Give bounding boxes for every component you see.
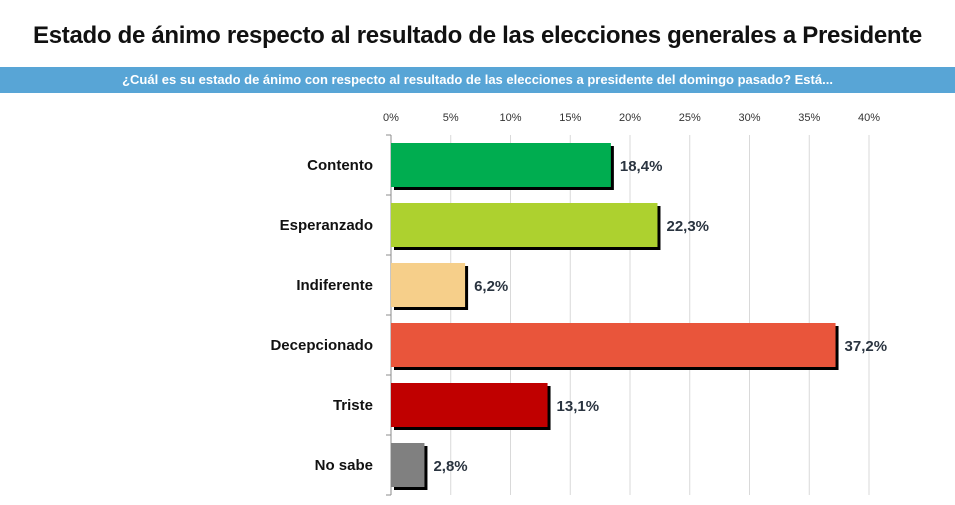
gridlines [450, 135, 870, 495]
value-label: 13,1% [557, 398, 600, 415]
x-tick-label: 10% [499, 112, 521, 124]
bar-indiferente [391, 263, 466, 307]
bar-contento [391, 143, 611, 187]
category-label: No sabe [315, 457, 373, 474]
question-banner: ¿Cuál es su estado de ánimo con respecto… [0, 67, 955, 93]
bars [391, 143, 839, 490]
x-tick-label: 0% [383, 112, 399, 124]
bar-decepcionado [391, 323, 836, 367]
category-label: Decepcionado [270, 337, 373, 354]
value-label: 37,2% [845, 338, 888, 355]
x-tick-label: 30% [738, 112, 760, 124]
value-label: 6,2% [474, 278, 508, 295]
value-label: 2,8% [433, 458, 467, 475]
bar-esperanzado [391, 203, 658, 247]
x-tick-label: 20% [619, 112, 641, 124]
value-label: 22,3% [666, 218, 709, 235]
category-label: Contento [307, 157, 373, 174]
value-labels: 18,4% 22,3% 6,2% 37,2% 13,1% 2,8% [433, 158, 887, 475]
y-axis [386, 134, 392, 496]
x-tick-label: 15% [559, 112, 581, 124]
category-labels: Contento Esperanzado Indiferente Decepciona… [270, 157, 373, 474]
chart-title: Estado de ánimo respecto al resultado de… [33, 22, 922, 49]
category-label: Triste [333, 397, 373, 414]
x-tick-label: 35% [798, 112, 820, 124]
x-tick-label: 5% [443, 112, 459, 124]
x-axis-ticks: 0% 5% 10% 15% 20% 25% 30% 35% 40% [383, 112, 880, 124]
category-label: Esperanzado [280, 217, 373, 234]
bar-triste [391, 383, 548, 427]
x-tick-label: 40% [858, 112, 880, 124]
x-tick-label: 25% [679, 112, 701, 124]
bar-no-sabe [391, 443, 425, 487]
category-label: Indiferente [296, 277, 373, 294]
value-label: 18,4% [620, 158, 663, 175]
